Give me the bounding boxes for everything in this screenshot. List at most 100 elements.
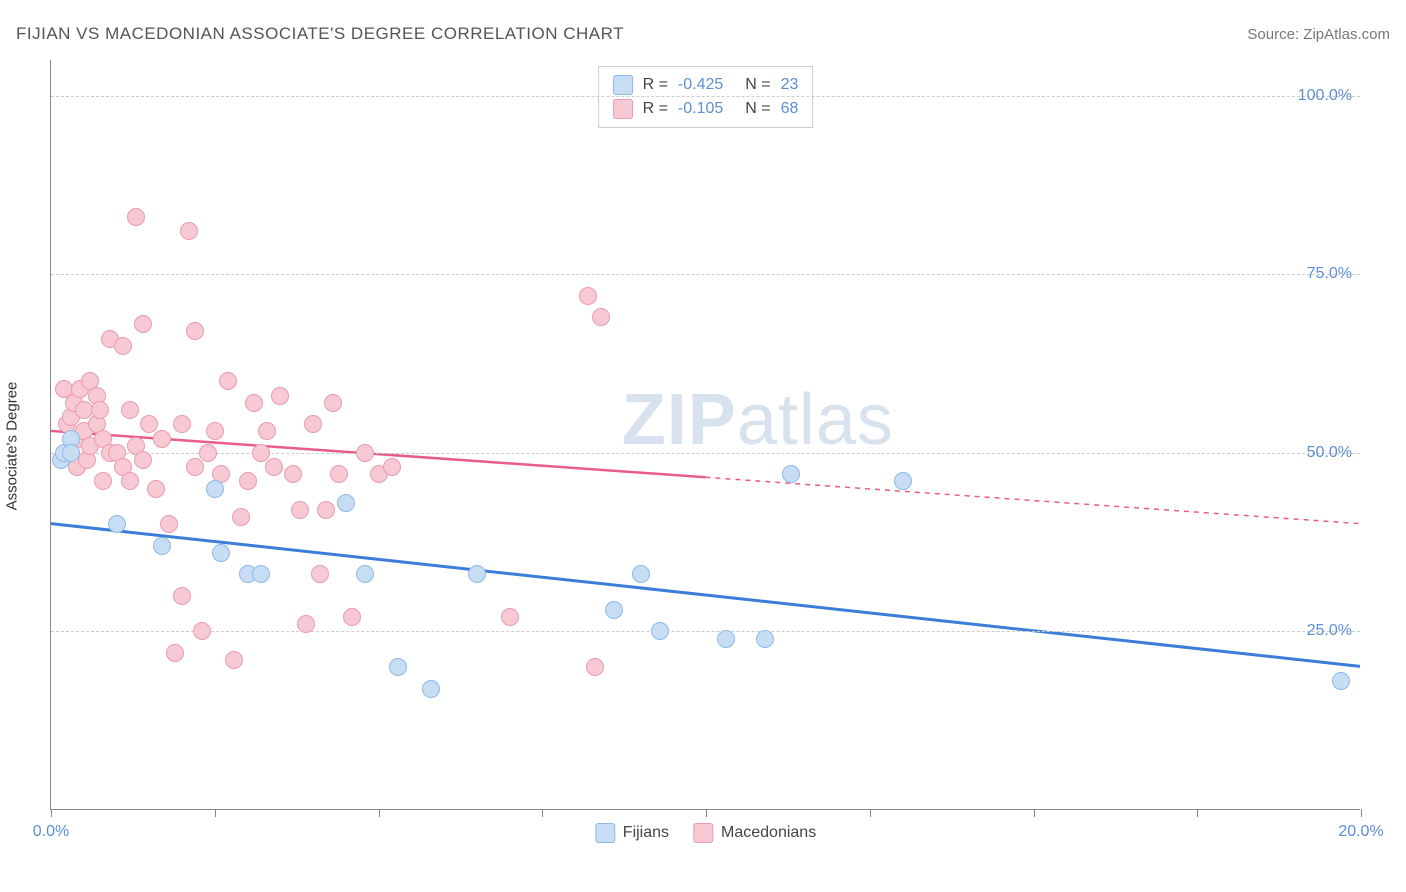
gridline (51, 96, 1360, 97)
source-label: Source: ZipAtlas.com (1247, 26, 1390, 43)
legend-r-label: R = (643, 100, 668, 118)
macedonians-point (271, 387, 289, 405)
macedonians-point (311, 565, 329, 583)
fijians-point (356, 565, 374, 583)
macedonians-point (501, 608, 519, 626)
macedonians-point (153, 430, 171, 448)
macedonians-point (160, 515, 178, 533)
x-tick (870, 809, 871, 817)
macedonians-point (75, 401, 93, 419)
macedonians-point (258, 422, 276, 440)
fijians-point (422, 680, 440, 698)
trendlines-layer (51, 60, 1360, 809)
legend-item-fijians: Fijians (595, 823, 669, 843)
x-tick-label: 20.0% (1338, 823, 1383, 841)
chart-title: FIJIAN VS MACEDONIAN ASSOCIATE'S DEGREE … (16, 24, 624, 44)
chart-plot-area: ZIPatlas R = -0.425 N = 23 R = -0.105 N … (50, 60, 1360, 810)
macedonians-point (265, 458, 283, 476)
macedonians-point (134, 315, 152, 333)
y-tick-label: 50.0% (1307, 444, 1352, 462)
legend-fijians-n: 23 (781, 76, 799, 94)
macedonians-point (356, 444, 374, 462)
macedonians-point (186, 322, 204, 340)
x-tick (379, 809, 380, 817)
legend-label-macedonians: Macedonians (721, 824, 816, 842)
fijians-point (756, 630, 774, 648)
legend-n-label: N = (745, 76, 770, 94)
macedonians-point (173, 415, 191, 433)
fijians-point (252, 565, 270, 583)
macedonians-point (94, 472, 112, 490)
legend-macedonians-n: 68 (781, 100, 799, 118)
macedonians-point (127, 208, 145, 226)
macedonians-point (383, 458, 401, 476)
macedonians-point (199, 444, 217, 462)
macedonians-point (121, 401, 139, 419)
macedonians-point (586, 658, 604, 676)
legend-row-macedonians: R = -0.105 N = 68 (613, 97, 799, 121)
macedonians-point (91, 401, 109, 419)
gridline (51, 274, 1360, 275)
x-tick (1197, 809, 1198, 817)
fijians-point (337, 494, 355, 512)
chart-header: FIJIAN VS MACEDONIAN ASSOCIATE'S DEGREE … (16, 24, 1390, 44)
gridline (51, 453, 1360, 454)
legend-correlation: R = -0.425 N = 23 R = -0.105 N = 68 (598, 66, 814, 128)
fijians-point (782, 465, 800, 483)
fijians-point (153, 537, 171, 555)
macedonians-point (166, 644, 184, 662)
fijians-point (62, 444, 80, 462)
fijians-trendline (51, 524, 1360, 667)
watermark-zip: ZIP (622, 380, 737, 460)
macedonians-point (245, 394, 263, 412)
macedonians-point (193, 622, 211, 640)
fijians-point (894, 472, 912, 490)
macedonians-point (180, 222, 198, 240)
x-tick (51, 809, 52, 817)
fijians-point (468, 565, 486, 583)
macedonians-point (232, 508, 250, 526)
macedonians-point (284, 465, 302, 483)
fijians-point (651, 622, 669, 640)
macedonians-point (225, 651, 243, 669)
macedonians-point (173, 587, 191, 605)
source-prefix: Source: (1247, 26, 1303, 43)
source-name: ZipAtlas.com (1303, 26, 1390, 43)
macedonians-point (121, 472, 139, 490)
swatch-macedonians (613, 99, 633, 119)
watermark-atlas: atlas (737, 380, 894, 460)
x-tick-label: 0.0% (33, 823, 69, 841)
legend-macedonians-r: -0.105 (678, 100, 723, 118)
y-tick-label: 75.0% (1307, 265, 1352, 283)
x-tick (215, 809, 216, 817)
macedonians-point (134, 451, 152, 469)
macedonians-point (147, 480, 165, 498)
macedonians-point (219, 372, 237, 390)
macedonians-point (343, 608, 361, 626)
macedonians-point (304, 415, 322, 433)
y-tick-label: 100.0% (1298, 87, 1352, 105)
legend-n-label: N = (745, 100, 770, 118)
fijians-point (1332, 672, 1350, 690)
gridline (51, 631, 1360, 632)
macedonians-point (592, 308, 610, 326)
fijians-point (717, 630, 735, 648)
macedonians-point (206, 422, 224, 440)
macedonians-trendline-dashed (706, 477, 1361, 523)
macedonians-point (330, 465, 348, 483)
fijians-point (108, 515, 126, 533)
macedonians-point (140, 415, 158, 433)
macedonians-point (324, 394, 342, 412)
y-tick-label: 25.0% (1307, 622, 1352, 640)
fijians-point (632, 565, 650, 583)
legend-item-macedonians: Macedonians (693, 823, 816, 843)
x-tick (706, 809, 707, 817)
watermark: ZIPatlas (622, 379, 894, 461)
macedonians-point (239, 472, 257, 490)
y-axis-label: Associate's Degree (4, 382, 21, 511)
swatch-fijians (613, 75, 633, 95)
legend-row-fijians: R = -0.425 N = 23 (613, 73, 799, 97)
fijians-point (212, 544, 230, 562)
macedonians-point (114, 337, 132, 355)
legend-fijians-r: -0.425 (678, 76, 723, 94)
